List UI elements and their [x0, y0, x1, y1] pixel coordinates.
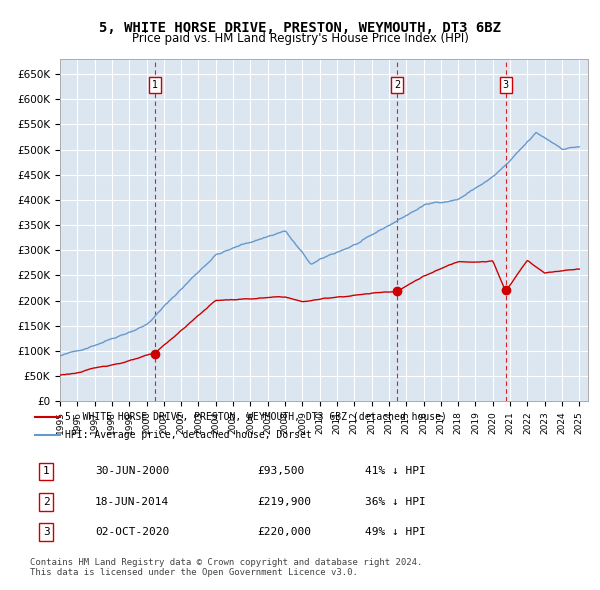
- Text: 49% ↓ HPI: 49% ↓ HPI: [365, 527, 425, 537]
- Text: 1: 1: [152, 80, 158, 90]
- Text: 41% ↓ HPI: 41% ↓ HPI: [365, 467, 425, 477]
- Text: £220,000: £220,000: [257, 527, 311, 537]
- Text: 2: 2: [394, 80, 400, 90]
- Text: 3: 3: [503, 80, 509, 90]
- Text: £219,900: £219,900: [257, 497, 311, 507]
- Text: 30-JUN-2000: 30-JUN-2000: [95, 467, 169, 477]
- Text: Price paid vs. HM Land Registry's House Price Index (HPI): Price paid vs. HM Land Registry's House …: [131, 32, 469, 45]
- Text: 1: 1: [43, 467, 50, 477]
- Text: 18-JUN-2014: 18-JUN-2014: [95, 497, 169, 507]
- Text: 2: 2: [43, 497, 50, 507]
- Text: 02-OCT-2020: 02-OCT-2020: [95, 527, 169, 537]
- Text: 36% ↓ HPI: 36% ↓ HPI: [365, 497, 425, 507]
- Text: HPI: Average price, detached house, Dorset: HPI: Average price, detached house, Dors…: [65, 431, 312, 440]
- Text: Contains HM Land Registry data © Crown copyright and database right 2024.
This d: Contains HM Land Registry data © Crown c…: [30, 558, 422, 577]
- Text: 5, WHITE HORSE DRIVE, PRESTON, WEYMOUTH, DT3 6BZ (detached house): 5, WHITE HORSE DRIVE, PRESTON, WEYMOUTH,…: [65, 412, 447, 422]
- Text: £93,500: £93,500: [257, 467, 304, 477]
- Text: 5, WHITE HORSE DRIVE, PRESTON, WEYMOUTH, DT3 6BZ: 5, WHITE HORSE DRIVE, PRESTON, WEYMOUTH,…: [99, 21, 501, 35]
- Text: 3: 3: [43, 527, 50, 537]
